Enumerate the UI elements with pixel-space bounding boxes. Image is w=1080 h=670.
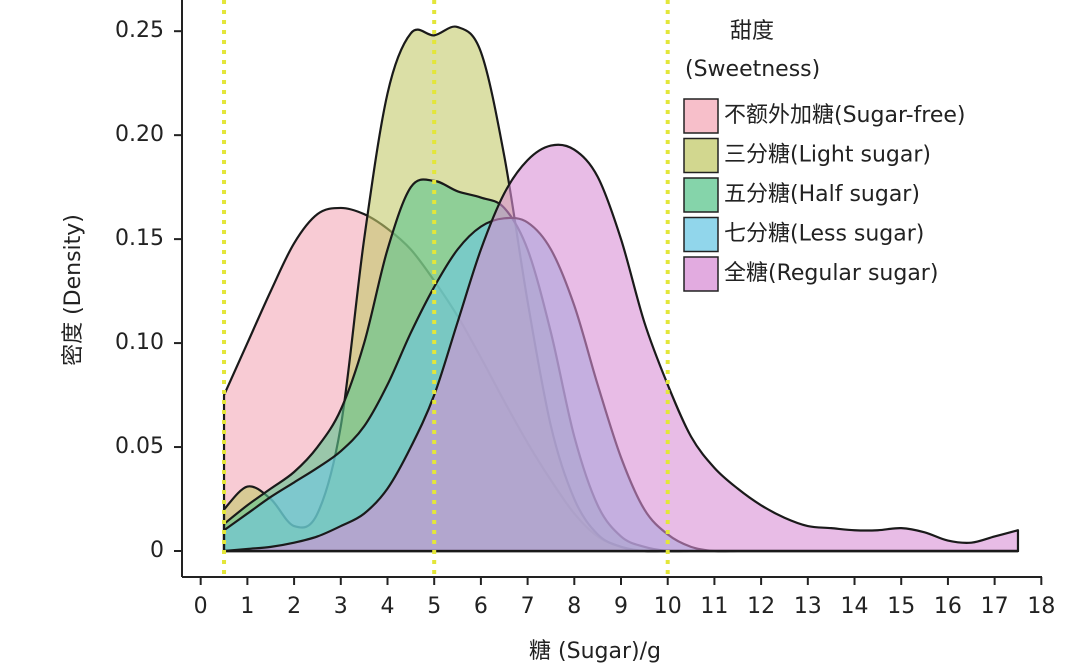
x-tick-label: 14 [841, 594, 869, 619]
y-tick-label: 0.25 [115, 18, 164, 43]
x-tick-label: 3 [334, 594, 348, 619]
legend-label: 七分糖(Less sugar) [724, 222, 924, 247]
legend-swatch [683, 177, 719, 213]
y-tick-label: 0.20 [115, 122, 164, 147]
y-tick-label: 0.10 [115, 330, 164, 355]
legend-label: 五分糖(Half sugar) [724, 182, 920, 207]
x-tick-label: 4 [380, 594, 394, 619]
x-tick-label: 15 [887, 594, 915, 619]
legend-subtitle: (Sweetness) [685, 57, 820, 82]
x-tick-label: 6 [474, 594, 488, 619]
legend-swatch [683, 256, 719, 292]
x-tick-label: 10 [654, 594, 682, 619]
x-tick-label: 0 [194, 594, 208, 619]
legend-swatch [683, 137, 719, 174]
y-tick-label: 0.15 [115, 226, 164, 251]
legend-label: 不额外加糖(Sugar-free) [724, 103, 965, 128]
x-tick-label: 17 [981, 594, 1009, 619]
x-tick-label: 9 [614, 594, 628, 619]
x-tick-label: 16 [934, 594, 962, 619]
legend-title: 甜度 [730, 19, 774, 44]
x-tick-label: 11 [700, 594, 728, 619]
x-tick-label: 18 [1027, 594, 1055, 619]
x-tick-label: 7 [521, 594, 535, 619]
x-axis-label: 糖 (Sugar)/g [529, 639, 661, 664]
legend-label: 三分糖(Light sugar) [724, 143, 931, 168]
x-tick-label: 8 [567, 594, 581, 619]
legend-swatch [683, 216, 719, 253]
y-tick-label: 0 [150, 538, 164, 563]
y-tick-label: 0.05 [115, 434, 164, 459]
x-tick-label: 12 [747, 594, 775, 619]
legend-label: 全糖(Regular sugar) [724, 261, 938, 286]
y-axis-label: 密度 (Density) [61, 214, 86, 366]
density-area [222, 143, 1020, 553]
legend-swatch [683, 98, 719, 134]
x-tick-label: 1 [240, 594, 254, 619]
x-tick-label: 5 [427, 594, 441, 619]
x-tick-label: 2 [287, 594, 301, 619]
x-tick-label: 13 [794, 594, 822, 619]
